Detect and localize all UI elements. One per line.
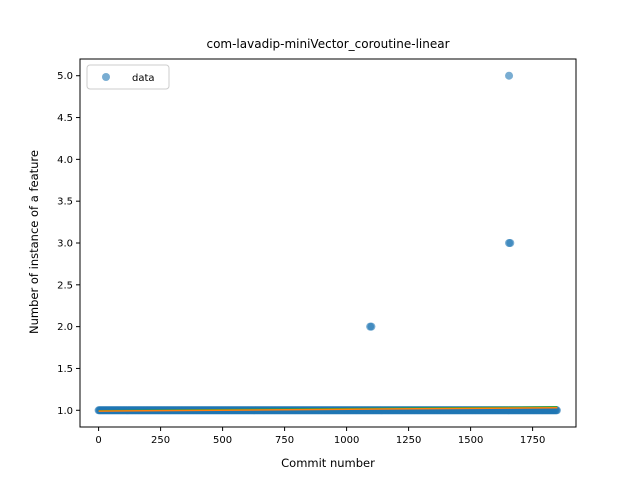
y-tick-label: 4.0 [57,155,73,166]
y-tick-label: 3.0 [57,239,73,250]
y-tick-label: 1.0 [57,406,73,417]
x-axis-label: Commit number [281,456,375,470]
x-tick-label: 750 [275,435,294,446]
data-point [506,239,515,247]
y-tick-label: 4.5 [57,113,73,124]
x-tick-label: 1500 [458,435,483,446]
plot-area [94,71,561,415]
y-tick-label: 1.5 [57,364,73,375]
x-tick-label: 0 [95,435,101,446]
legend-label: data [132,73,155,84]
y-tick-label: 2.5 [57,280,73,291]
y-tick-label: 5.0 [57,71,73,82]
x-tick-label: 500 [213,435,232,446]
legend: data [86,64,170,90]
data-point [367,322,376,331]
axes: 0 250 500 750 1000 1250 1500 1750 1.0 1.5 2.0 2.5 3.… [57,58,577,446]
x-tick-label: 1750 [520,435,545,446]
x-tick-label: 1250 [396,435,421,446]
y-tick-label: 2.0 [57,322,73,333]
y-axis-label: Number of instance of a feature [27,150,41,334]
x-tick-label: 250 [151,435,170,446]
legend-marker [102,73,110,81]
data-point [505,71,514,80]
y-tick-label: 3.5 [57,197,73,208]
legend-box [86,64,170,90]
x-tick-label: 1000 [334,435,359,446]
fit-line [98,407,558,412]
chart-title: com-lavadip-miniVector_coroutine-linear [206,37,449,51]
